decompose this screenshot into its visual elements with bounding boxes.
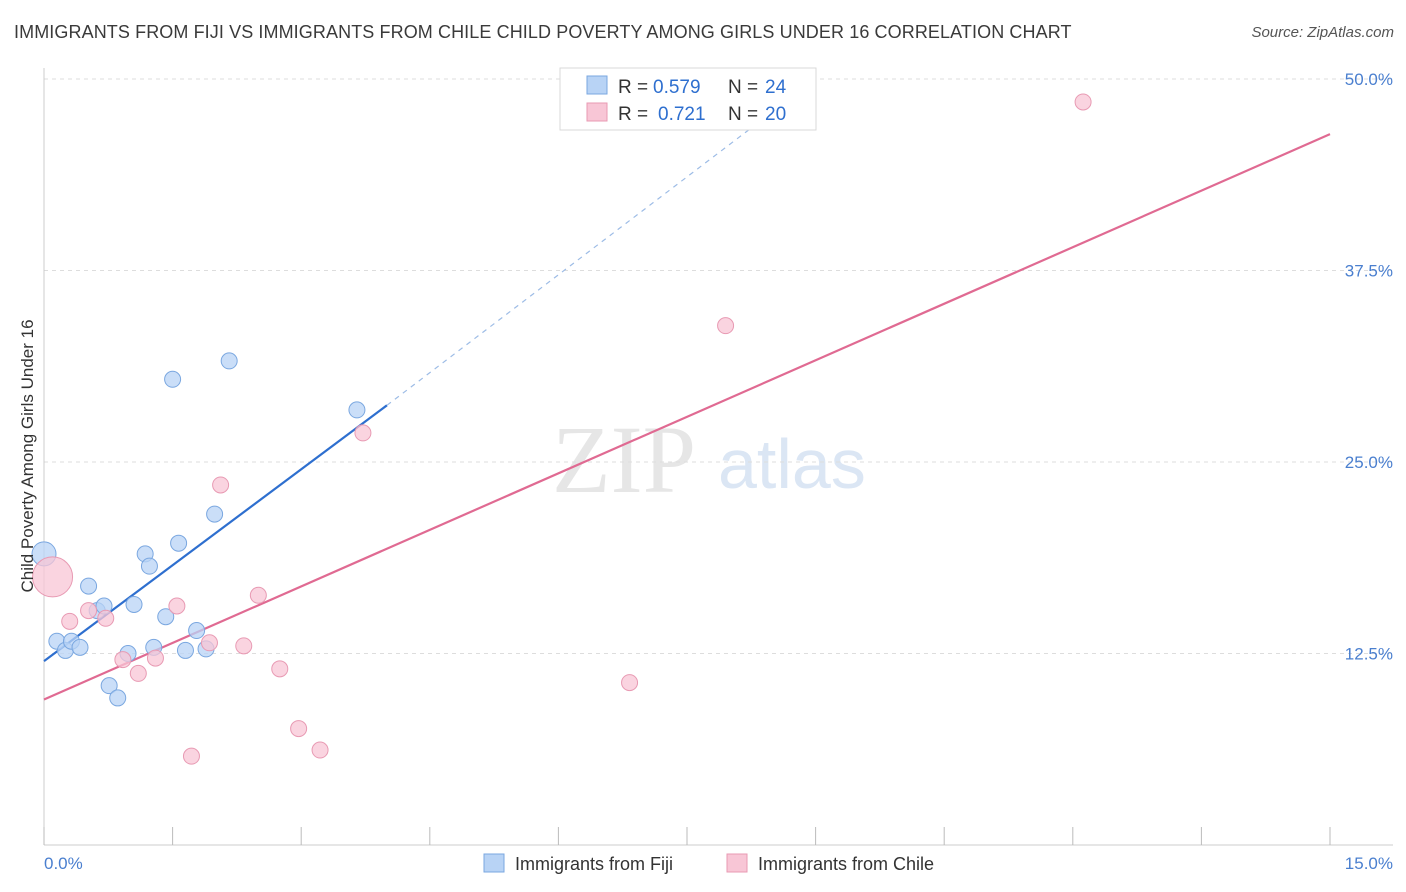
source-label: Source: ZipAtlas.com [1251,24,1394,41]
legend-swatch-fiji [586,75,608,95]
point-fiji-13 [140,557,158,575]
legend-swatch-chile [586,102,608,122]
point-chile-10 [212,476,230,494]
point-chile-6 [146,649,164,667]
correlation-legend: R = 0.579 N = 24 R = 0.721 N = 20 [559,67,817,131]
point-fiji-8 [100,677,118,695]
point-chile-4 [114,651,132,669]
point-chile-1 [61,612,79,630]
point-chile-2 [80,602,98,620]
point-chile-15 [311,741,329,759]
legend-chile-r-value: 0.721 [658,104,706,125]
point-fiji-17 [170,534,188,552]
series-legend: Immigrants from Fiji Immigrants from Chi… [483,853,934,874]
legend-fiji-n-value: 24 [765,77,787,98]
legend-fiji-n-label: N = [728,77,758,98]
point-chile-14 [290,720,308,738]
point-fiji-21 [206,505,224,523]
bottom-legend-fiji: Immigrants from Fiji [515,854,673,874]
point-chile-12 [249,586,267,604]
y-tick-label-0: 12.5% [1345,645,1393,664]
point-chile-3 [97,609,115,627]
point-chile-13 [271,660,289,678]
point-fiji-5 [80,577,98,595]
point-fiji-18 [176,641,194,659]
point-chile-19 [1074,93,1092,111]
legend-chile-n-value: 20 [765,104,786,125]
axes [43,68,1393,846]
point-chile-5 [129,664,147,682]
legend-chile-n-label: N = [728,104,758,125]
trend-line-chile [43,133,1331,701]
bottom-legend-swatch-fiji [483,853,505,873]
point-fiji-9 [109,689,127,707]
point-chile-17 [621,674,639,692]
watermark-atlas: atlas [718,425,866,503]
legend-fiji-r-label: R = [618,77,648,98]
x-tick-label-min: 0.0% [44,854,83,873]
point-chile-11 [235,637,253,655]
point-chile-9 [200,634,218,652]
point-chile-18 [717,317,735,335]
legend-chile-r-label: R = [618,104,648,125]
point-chile-8 [182,747,200,765]
point-fiji-16 [164,370,182,388]
legend-fiji-r-value: 0.579 [653,77,701,98]
chart-title: IMMIGRANTS FROM FIJI VS IMMIGRANTS FROM … [14,22,1072,42]
point-chile-16 [354,424,372,442]
point-chile-7 [168,597,186,615]
bottom-legend-swatch-chile [726,853,748,873]
point-fiji-4 [71,638,89,656]
trend-lines [43,78,1331,701]
bottom-legend-chile: Immigrants from Chile [758,854,934,874]
data-points [31,93,1092,765]
x-tick-label-max: 15.0% [1345,854,1393,873]
trend-line-fiji [43,404,388,663]
point-fiji-22 [220,352,238,370]
point-chile-0 [32,556,74,598]
y-tick-label-2: 37.5% [1345,262,1393,281]
point-fiji-15 [157,608,175,626]
y-tick-label-3: 50.0% [1345,70,1393,89]
y-tick-label-1: 25.0% [1345,453,1393,472]
point-fiji-11 [125,595,143,613]
point-fiji-19 [188,622,206,640]
gridlines [44,78,1393,654]
y-tick-labels: 12.5% 25.0% 37.5% 50.0% [1345,70,1393,664]
point-fiji-23 [348,401,366,419]
y-axis-label: Child Poverty Among Girls Under 16 [18,319,37,592]
